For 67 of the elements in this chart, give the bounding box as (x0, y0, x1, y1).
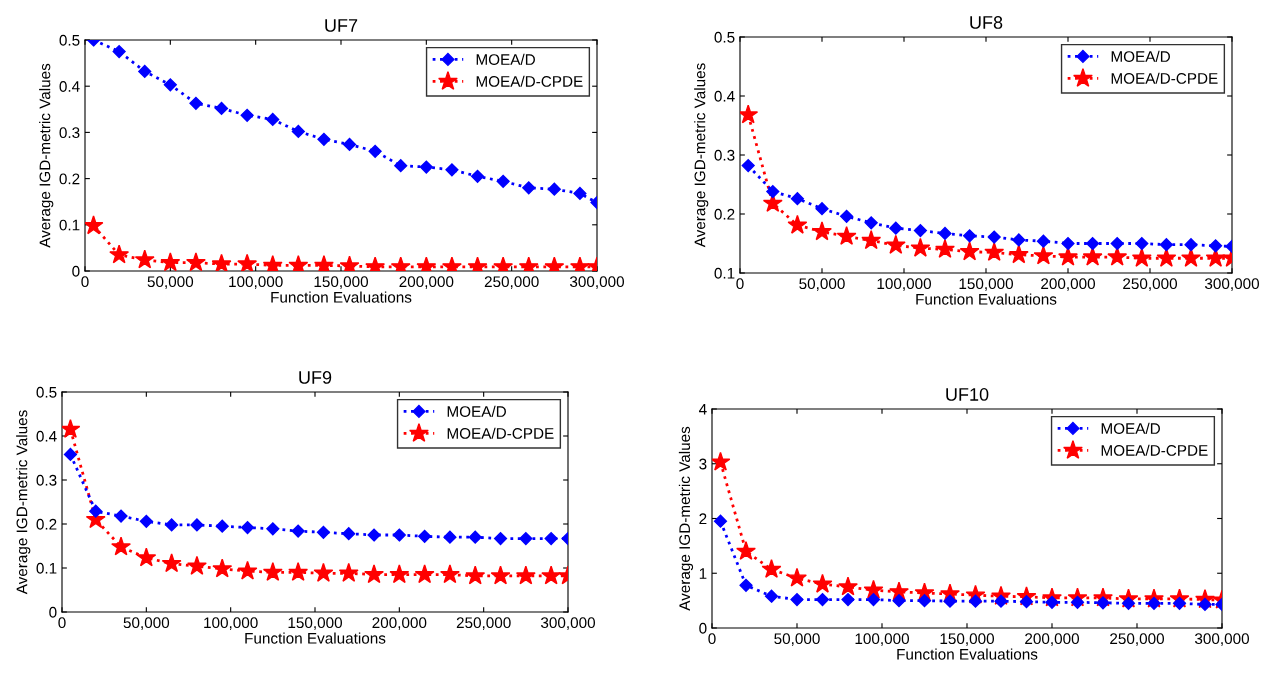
y-tick-label: 0.3 (714, 149, 735, 161)
x-tick-label: 150,000 (959, 278, 1014, 291)
x-tick-label: 100,000 (877, 278, 932, 291)
legend-label: MOEA/D (1111, 50, 1170, 62)
x-tick-label: 50,000 (147, 276, 194, 289)
y-tick-label: 0.2 (59, 173, 80, 185)
x-tick-label: 100,000 (855, 633, 910, 646)
chart-title: UF9 (299, 371, 332, 384)
y-tick-label: 0.3 (36, 474, 57, 486)
x-tick-label: 200,000 (1041, 278, 1096, 291)
x-tick-label: 250,000 (484, 276, 539, 289)
x-tick-label: 200,000 (1025, 633, 1080, 646)
y-tick-label: 0.5 (714, 31, 735, 43)
y-tick-label: 0.2 (36, 518, 57, 530)
legend-label: MOEA/D-CPDE (447, 427, 554, 439)
x-tick-label: 50,000 (774, 633, 820, 646)
y-tick-label: 0.1 (59, 219, 80, 231)
y-axis-title: Average IGD-metric Values (39, 63, 54, 248)
legend-label: MOEA/D (447, 405, 506, 417)
y-tick-label: 1 (699, 568, 707, 579)
chart-title: UF7 (325, 19, 358, 32)
x-tick-label: 0 (81, 276, 89, 288)
x-tick-label: 100,000 (204, 617, 258, 630)
y-tick-label: 0 (49, 606, 57, 618)
x-tick-label: 250,000 (1110, 633, 1165, 646)
y-axis-title: Average IGD-metric Values (678, 426, 694, 611)
x-tick-label: 150,000 (314, 276, 369, 289)
y-tick-label: 0.1 (714, 267, 735, 279)
legend-label: MOEA/D (1101, 422, 1160, 434)
y-tick-label: 0.2 (714, 208, 735, 220)
legend-label: MOEA/D-CPDE (476, 75, 583, 87)
x-axis-title: Function Evaluations (916, 293, 1057, 305)
y-tick-label: 0 (72, 265, 80, 277)
y-axis-title: Average IGD-metric Values (16, 410, 31, 595)
x-tick-label: 150,000 (940, 633, 995, 646)
legend-label: MOEA/D (476, 53, 535, 65)
x-tick-label: 0 (736, 278, 744, 290)
y-tick-label: 4 (698, 404, 707, 415)
x-tick-label: 300,000 (1194, 633, 1250, 646)
x-tick-label: 100,000 (229, 276, 283, 289)
x-tick-label: 50,000 (123, 617, 170, 630)
y-tick-label: 0.5 (59, 34, 80, 46)
y-tick-label: 0.5 (36, 386, 57, 398)
x-tick-label: 200,000 (372, 617, 427, 630)
x-tick-label: 200,000 (399, 276, 454, 289)
y-tick-label: 0.1 (36, 562, 57, 574)
x-axis-title: Function Evaluations (897, 648, 1038, 660)
legend-label: MOEA/D-CPDE (1101, 444, 1208, 456)
x-axis-title: Function Evaluations (245, 632, 386, 644)
legend-label: MOEA/D-CPDE (1111, 72, 1218, 84)
y-tick-label: 2 (699, 513, 707, 525)
y-tick-label: 0.3 (59, 127, 80, 139)
y-tick-label: 3 (699, 458, 707, 470)
x-tick-label: 300,000 (540, 617, 596, 630)
x-tick-label: 150,000 (288, 617, 343, 630)
x-tick-label: 300,000 (569, 276, 625, 289)
y-tick-label: 0.4 (36, 430, 57, 442)
x-tick-label: 300,000 (1204, 278, 1260, 291)
x-tick-label: 250,000 (456, 617, 511, 630)
x-tick-label: 50,000 (799, 278, 845, 291)
y-tick-label: 0.4 (59, 81, 80, 92)
y-axis-title: Average IGD-metric Values (694, 63, 709, 248)
x-axis-title: Function Evaluations (271, 291, 412, 303)
x-tick-label: 250,000 (1123, 278, 1178, 291)
chart-title: UF8 (970, 16, 1003, 29)
y-tick-label: 0.4 (714, 90, 735, 102)
chart-title: UF10 (946, 388, 989, 401)
